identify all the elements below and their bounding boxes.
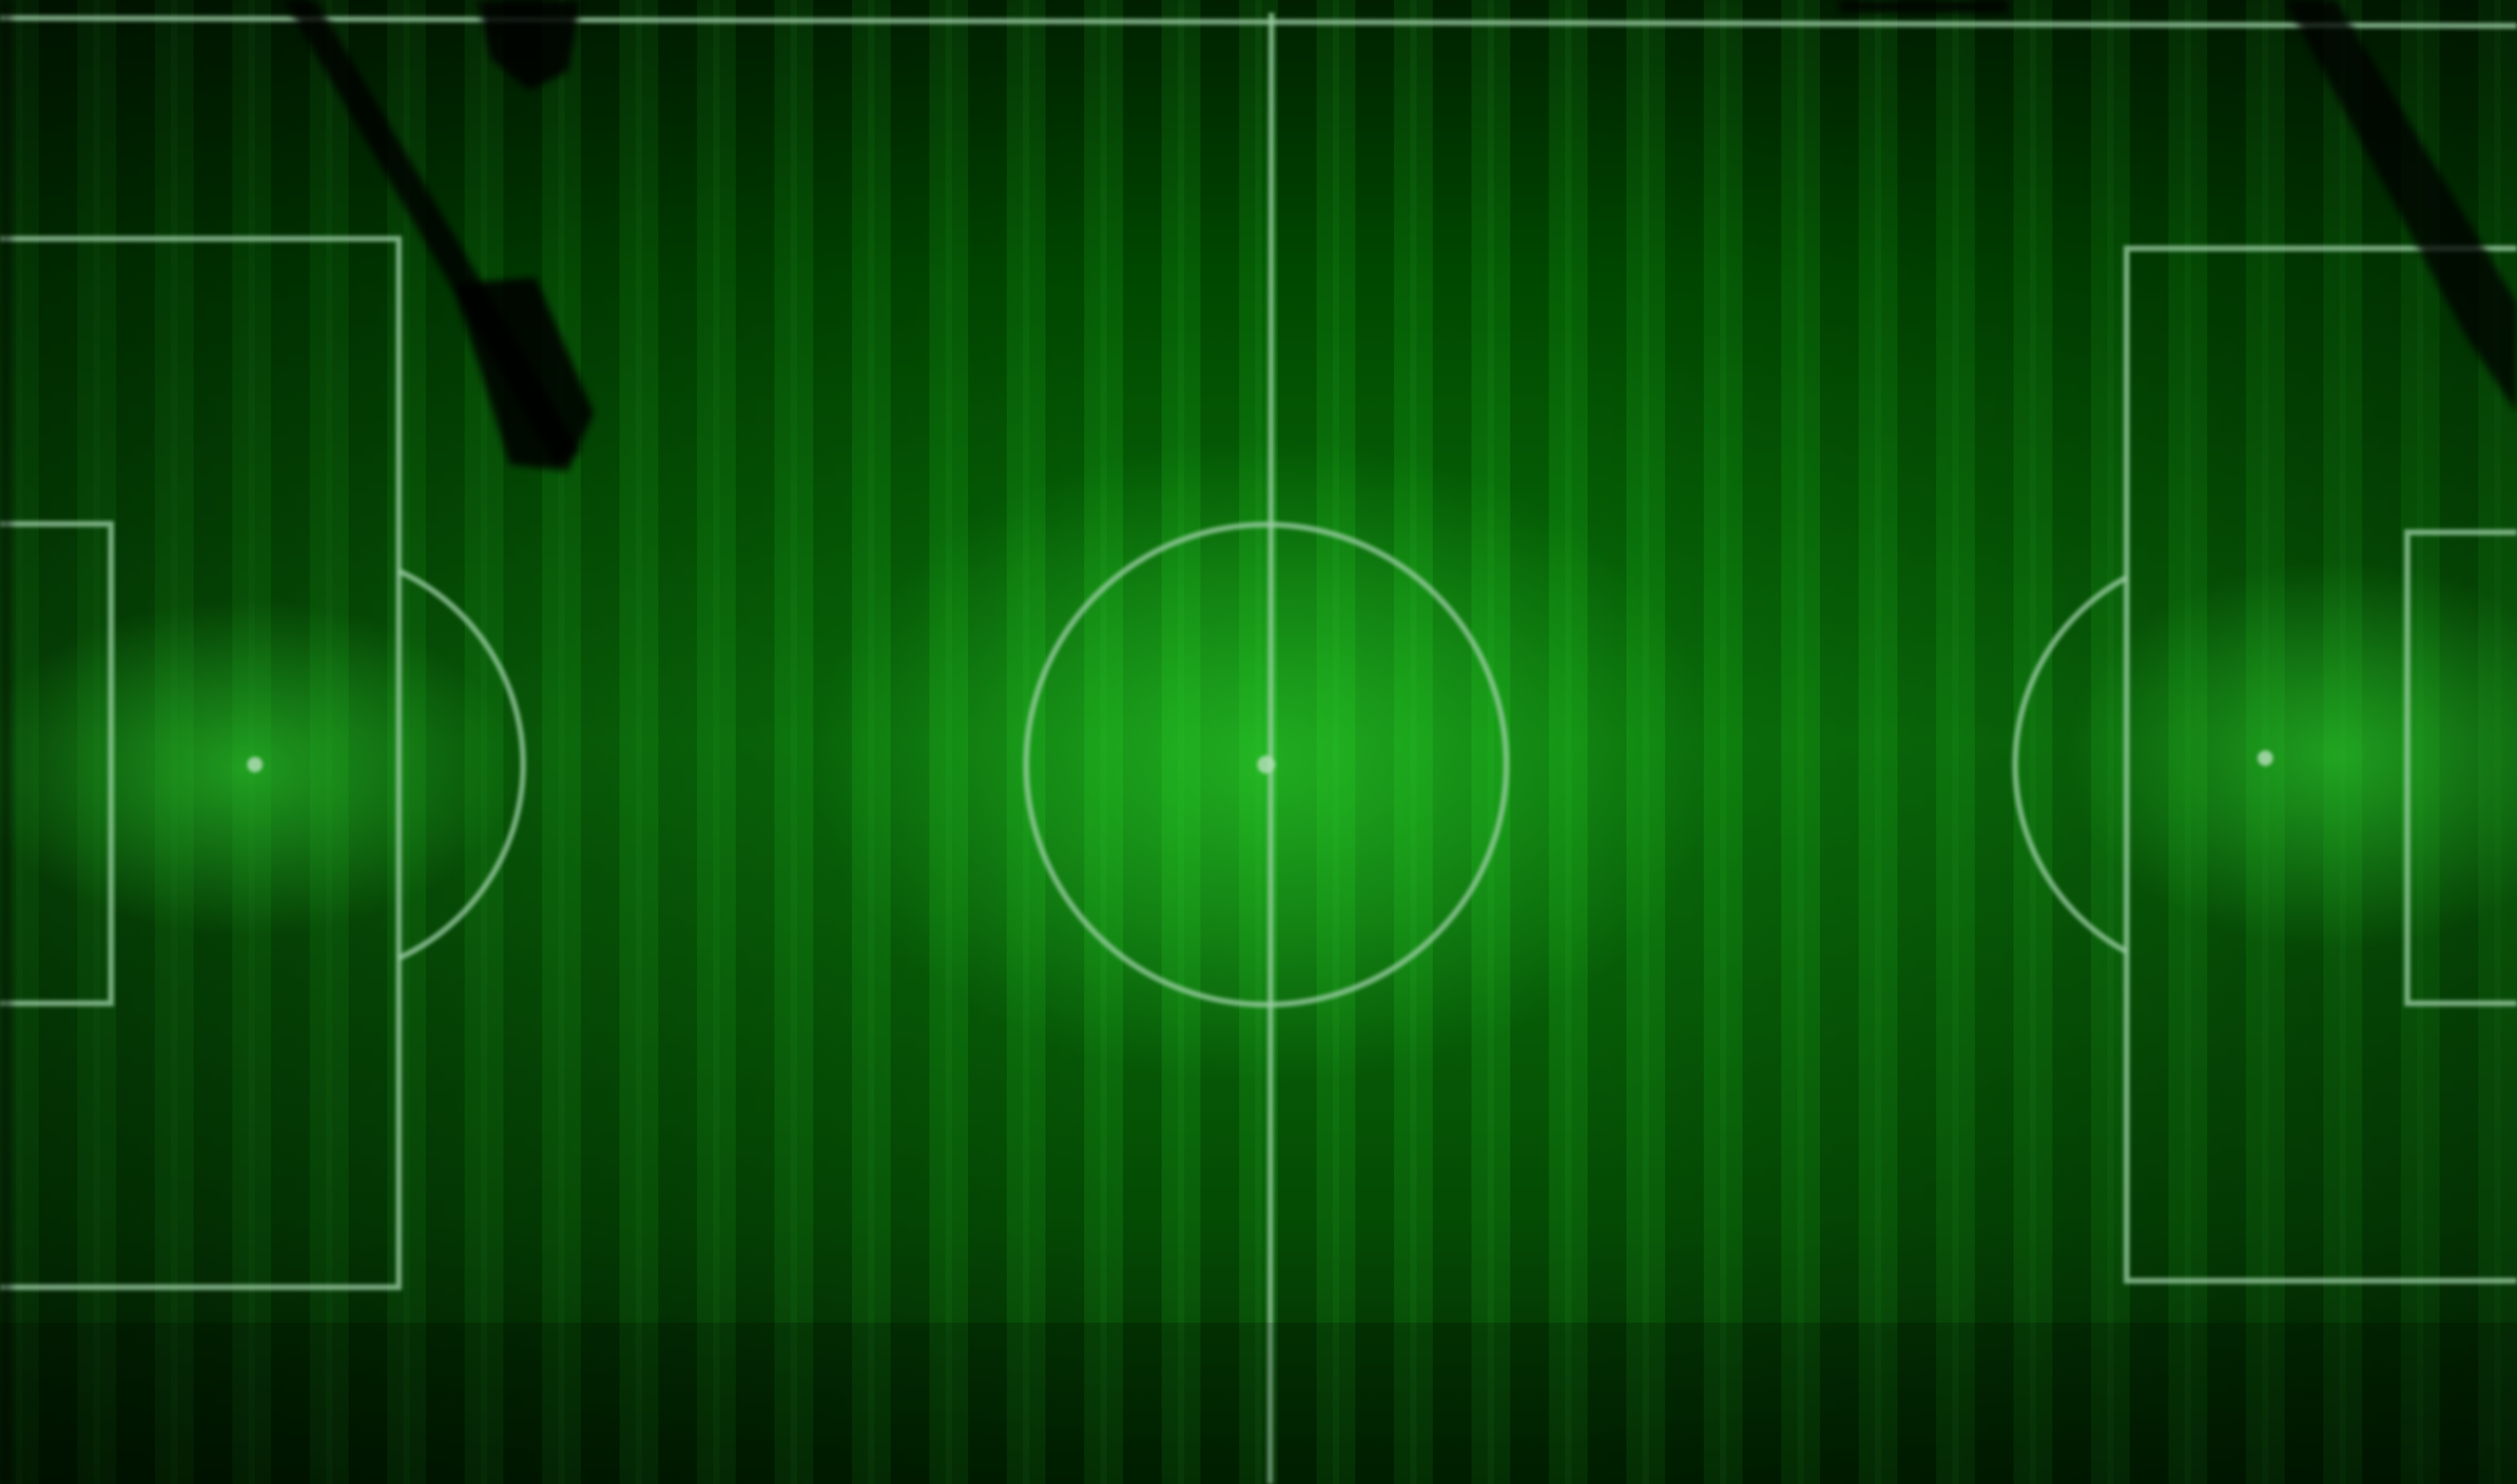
pitch-lines: [0, 12, 2517, 1484]
